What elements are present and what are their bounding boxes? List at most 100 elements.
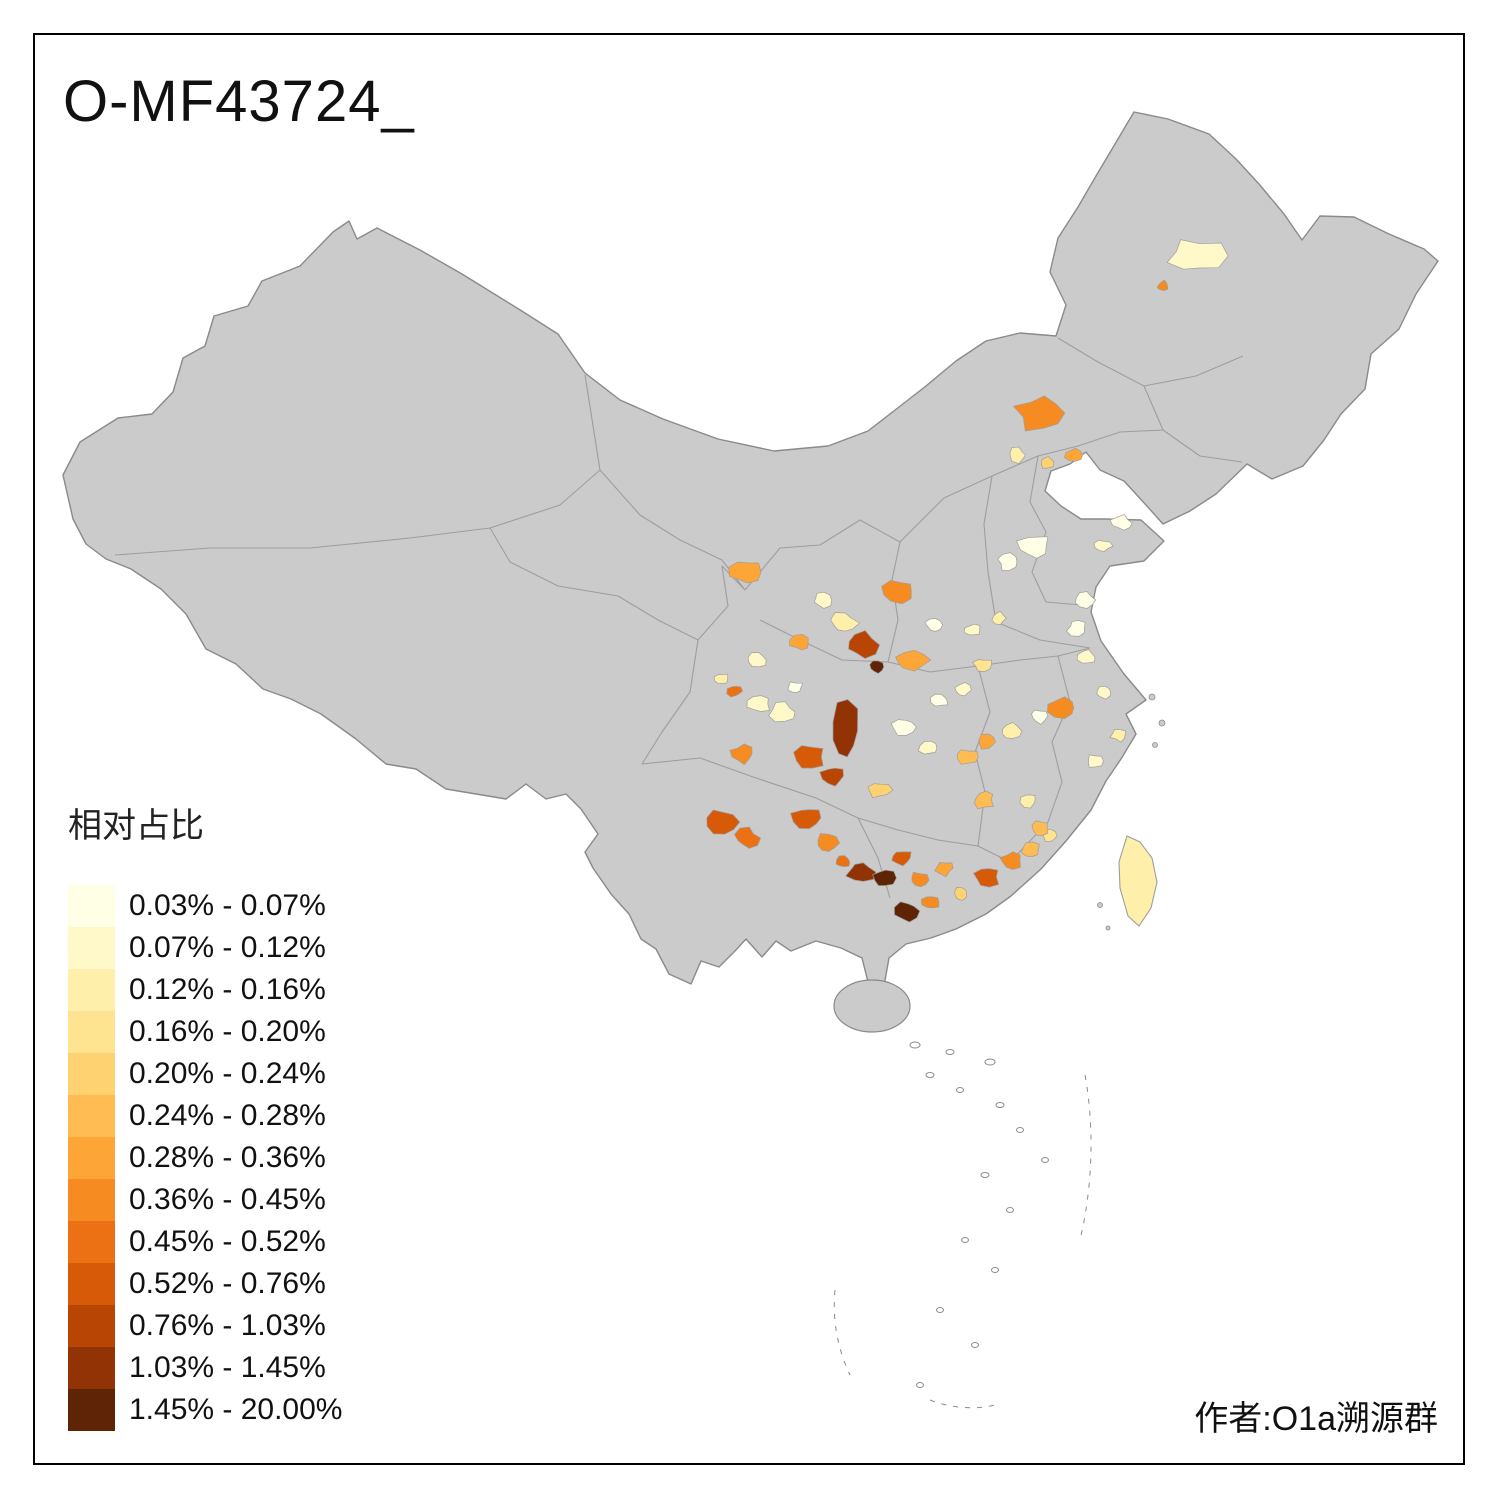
prefecture-region [973, 868, 1000, 888]
legend-swatch [68, 1305, 115, 1347]
choropleth-regions [706, 239, 1229, 923]
prefecture-region [1047, 696, 1075, 719]
legend-swatch [68, 1221, 115, 1263]
prefecture-region [999, 851, 1021, 870]
prefecture-region [789, 633, 809, 651]
prefecture-region [911, 871, 930, 888]
legend-row: 0.12% - 0.16% [68, 969, 342, 1011]
taiwan-island [1118, 835, 1158, 927]
legend-swatch [68, 969, 115, 1011]
prefecture-region [1156, 279, 1169, 291]
legend-label: 0.36% - 0.45% [129, 1183, 326, 1216]
prefecture-region [835, 855, 851, 867]
hainan-island [833, 979, 911, 1033]
legend-row: 1.03% - 1.45% [68, 1347, 342, 1389]
prefecture-region [813, 591, 833, 609]
prefecture-region [890, 719, 917, 736]
legend-swatch [68, 1095, 115, 1137]
legend-label: 0.07% - 0.12% [129, 931, 326, 964]
legend-swatch [68, 1347, 115, 1389]
prefecture-region [768, 701, 796, 723]
legend-row: 0.16% - 0.20% [68, 1011, 342, 1053]
prefecture-region [921, 896, 940, 909]
prefecture-region [872, 869, 897, 886]
legend-label: 0.52% - 0.76% [129, 1267, 326, 1300]
prefecture-region [1019, 794, 1036, 809]
legend-swatch [68, 1263, 115, 1305]
prefecture-region [830, 612, 861, 632]
legend-swatch [68, 1179, 115, 1221]
legend-row: 0.28% - 0.36% [68, 1137, 342, 1179]
prefecture-region [1065, 620, 1086, 637]
legend-label: 0.28% - 0.36% [129, 1141, 326, 1174]
prefecture-region [1166, 239, 1229, 270]
legend-label: 0.45% - 0.52% [129, 1225, 326, 1258]
legend-label: 1.45% - 20.00% [129, 1393, 343, 1426]
prefecture-region [869, 660, 885, 674]
prefecture-region [817, 833, 841, 852]
prefecture-region [1109, 728, 1126, 743]
prefecture-region [895, 649, 932, 672]
prefecture-region [924, 618, 943, 632]
prefecture-region [729, 743, 753, 766]
map-title: O-MF43724_ [63, 69, 415, 134]
legend-row: 1.45% - 20.00% [68, 1389, 342, 1431]
prefecture-region [713, 673, 729, 684]
prefecture-region [971, 659, 992, 672]
legend-label: 0.20% - 0.24% [129, 1057, 326, 1090]
legend-row: 0.52% - 0.76% [68, 1263, 342, 1305]
legend-row: 0.45% - 0.52% [68, 1221, 342, 1263]
prefecture-region [728, 561, 762, 584]
prefecture-region [954, 887, 967, 901]
prefecture-region [917, 740, 938, 755]
prefecture-region [1064, 447, 1083, 462]
prefecture-region [956, 749, 979, 765]
prefecture-region [1088, 754, 1104, 768]
legend-swatch [68, 1389, 115, 1431]
prefecture-region [734, 826, 762, 849]
prefecture-region [1093, 539, 1114, 552]
legend-label: 0.16% - 0.20% [129, 1015, 326, 1048]
prefecture-region [1020, 841, 1040, 857]
prefecture-region [991, 610, 1007, 626]
legend-swatch [68, 885, 115, 927]
legend-swatch [68, 927, 115, 969]
legend-label: 0.12% - 0.16% [129, 973, 326, 1006]
prefecture-region [1075, 591, 1097, 609]
legend: 相对占比 0.03% - 0.07% 0.07% - 0.12% 0.12% - 0… [68, 798, 342, 1431]
prefecture-region [881, 580, 912, 605]
prefecture-region [746, 695, 770, 712]
prefecture-region [978, 733, 996, 750]
province-boundaries [114, 337, 1244, 899]
prefecture-region [1109, 513, 1133, 531]
prefecture-region [934, 862, 954, 878]
prefecture-region [793, 745, 824, 769]
prefecture-region [963, 623, 981, 636]
legend-row: 0.36% - 0.45% [68, 1179, 342, 1221]
prefecture-region [726, 685, 744, 698]
prefecture-region [1031, 709, 1049, 725]
prefecture-region [997, 552, 1018, 571]
legend-swatch [68, 1053, 115, 1095]
prefecture-region [1012, 395, 1066, 432]
legend-label: 0.24% - 0.28% [129, 1099, 326, 1132]
prefecture-region [1016, 536, 1049, 559]
prefecture-region [1031, 820, 1049, 836]
china-mainland [62, 111, 1439, 987]
prefecture-region [787, 681, 804, 694]
prefecture-region [1096, 685, 1111, 700]
legend-row: 0.03% - 0.07% [68, 885, 342, 927]
legend-row: 0.76% - 1.03% [68, 1305, 342, 1347]
prefecture-region [867, 783, 894, 799]
attribution: 作者:O1a溯源群 [1194, 1400, 1438, 1438]
legend-swatch [68, 1011, 115, 1053]
legend-label: 1.03% - 1.45% [129, 1351, 326, 1384]
prefecture-region [930, 693, 949, 707]
prefecture-region [832, 699, 859, 758]
legend-label: 0.03% - 0.07% [129, 889, 326, 922]
legend-row: 0.20% - 0.24% [68, 1053, 342, 1095]
prefecture-region [1076, 649, 1096, 664]
prefecture-region [1001, 721, 1023, 739]
prefecture-region [790, 809, 822, 829]
